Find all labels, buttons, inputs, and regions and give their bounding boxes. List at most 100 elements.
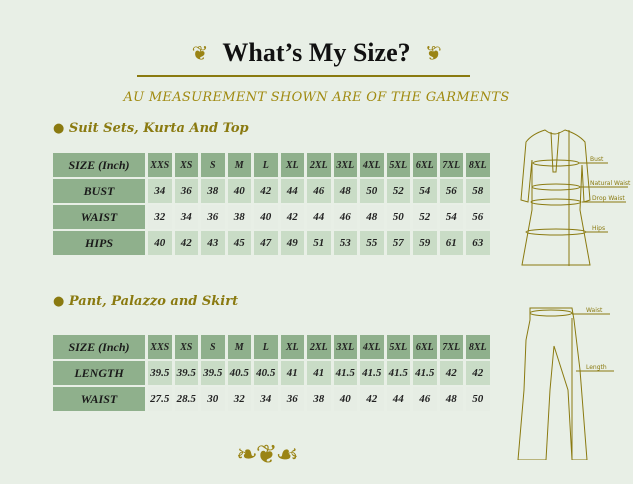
- size-header: L: [254, 153, 278, 177]
- table-cell: 32: [227, 387, 251, 411]
- table-row: WAIST 32 34 36 38 40 42 44 46 48 50 52 54 56: [53, 205, 490, 229]
- table-cell: 41: [307, 361, 331, 385]
- table-cell: 40.5: [254, 361, 278, 385]
- table-cell: 36: [174, 179, 198, 203]
- row-label: WAIST: [53, 387, 145, 411]
- title-bar: ❦ What’s My Size? ❦: [0, 38, 633, 68]
- table-cell: 56: [466, 205, 490, 229]
- table-cell: 57: [386, 231, 410, 255]
- size-header: XXS: [148, 153, 172, 177]
- label-waist: Waist: [586, 307, 603, 314]
- label-natural-waist: Natural Waist: [590, 180, 631, 187]
- table-cell: 46: [333, 205, 357, 229]
- size-header: 5XL: [386, 335, 410, 359]
- size-header: S: [201, 335, 225, 359]
- table-cell: 44: [307, 205, 331, 229]
- row-label: LENGTH: [53, 361, 145, 385]
- label-drop-waist: Drop Waist: [592, 195, 625, 202]
- table-cell: 50: [466, 387, 490, 411]
- size-header: S: [201, 153, 225, 177]
- table-cell: 39.5: [148, 361, 172, 385]
- size-header: 3XL: [333, 335, 357, 359]
- table-cell: 59: [413, 231, 437, 255]
- table-cell: 41.5: [386, 361, 410, 385]
- size-header: 7XL: [439, 335, 463, 359]
- table-cell: 42: [174, 231, 198, 255]
- size-header: 4XL: [360, 153, 384, 177]
- table-cell: 39.5: [174, 361, 198, 385]
- page-title: What’s My Size?: [222, 38, 411, 67]
- table-cell: 51: [307, 231, 331, 255]
- header-label: SIZE (Inch): [53, 335, 145, 359]
- table-cell: 52: [413, 205, 437, 229]
- size-header: XL: [280, 153, 304, 177]
- table-cell: 61: [439, 231, 463, 255]
- table-cell: 34: [254, 387, 278, 411]
- size-header: 8XL: [466, 335, 490, 359]
- table-cell: 50: [360, 179, 384, 203]
- table-row: WAIST 27.5 28.5 30 32 34 36 38 40 42 44 46 48 50: [53, 387, 490, 411]
- table-cell: 42: [466, 361, 490, 385]
- row-label: BUST: [53, 179, 145, 203]
- table-cell: 52: [386, 179, 410, 203]
- table-cell: 30: [201, 387, 225, 411]
- size-header: 3XL: [333, 153, 357, 177]
- table-cell: 36: [280, 387, 304, 411]
- table-row: LENGTH 39.5 39.5 39.5 40.5 40.5 41 41 41.5 41.5 41…: [53, 361, 490, 385]
- table-cell: 42: [254, 179, 278, 203]
- size-table-kurta: SIZE (Inch) XXS XS S M L XL 2XL 3XL 4XL 5XL 6XL 7XL 8…: [50, 151, 493, 257]
- size-table-pant: SIZE (Inch) XXS XS S M L XL 2XL 3XL 4XL 5XL 6XL 7XL 8…: [50, 333, 493, 413]
- table-cell: 48: [360, 205, 384, 229]
- table-cell: 42: [280, 205, 304, 229]
- size-header: 7XL: [439, 153, 463, 177]
- size-header: XS: [174, 153, 198, 177]
- table-cell: 44: [386, 387, 410, 411]
- garment-diagrams: Bust Natural Waist Drop Waist Hips Waist…: [517, 129, 631, 460]
- row-label: WAIST: [53, 205, 145, 229]
- flourish-left-icon: ❦: [191, 41, 209, 65]
- table-cell: 43: [201, 231, 225, 255]
- table-cell: 27.5: [148, 387, 172, 411]
- size-header: XXS: [148, 335, 172, 359]
- label-hips: Hips: [592, 225, 605, 232]
- table-cell: 53: [333, 231, 357, 255]
- table-header-row: SIZE (Inch) XXS XS S M L XL 2XL 3XL 4XL 5XL 6XL 7XL 8…: [53, 335, 490, 359]
- table-cell: 34: [174, 205, 198, 229]
- table-cell: 40: [254, 205, 278, 229]
- table-cell: 50: [386, 205, 410, 229]
- table-cell: 39.5: [201, 361, 225, 385]
- table-cell: 54: [413, 179, 437, 203]
- header-label: SIZE (Inch): [53, 153, 145, 177]
- table-cell: 41.5: [413, 361, 437, 385]
- table-header-row: SIZE (Inch) XXS XS S M L XL 2XL 3XL 4XL 5XL 6XL 7XL 8…: [53, 153, 490, 177]
- size-header: M: [227, 335, 251, 359]
- pant-outline: [517, 307, 588, 460]
- bottom-flourish-icon: ❧❦☙: [236, 440, 299, 470]
- table-cell: 48: [333, 179, 357, 203]
- table-cell: 41: [280, 361, 304, 385]
- table-cell: 41.5: [360, 361, 384, 385]
- table-cell: 38: [227, 205, 251, 229]
- table-row: HIPS 40 42 43 45 47 49 51 53 55 57 59 61 63: [53, 231, 490, 255]
- title-divider: [137, 75, 470, 77]
- table-cell: 46: [413, 387, 437, 411]
- size-header: 2XL: [307, 335, 331, 359]
- table-cell: 63: [466, 231, 490, 255]
- label-length: Length: [586, 364, 607, 371]
- size-header: 2XL: [307, 153, 331, 177]
- table-row: BUST 34 36 38 40 42 44 46 48 50 52 54 56 58: [53, 179, 490, 203]
- size-header: 6XL: [413, 153, 437, 177]
- table-cell: 44: [280, 179, 304, 203]
- table-cell: 54: [439, 205, 463, 229]
- table-cell: 40: [333, 387, 357, 411]
- label-bust: Bust: [590, 156, 604, 163]
- table-cell: 32: [148, 205, 172, 229]
- size-header: 8XL: [466, 153, 490, 177]
- table-cell: 55: [360, 231, 384, 255]
- table-cell: 41.5: [333, 361, 357, 385]
- table-cell: 48: [439, 387, 463, 411]
- table-cell: 28.5: [174, 387, 198, 411]
- section-heading-kurta: ● Suit Sets, Kurta And Top: [53, 121, 249, 136]
- size-header: 6XL: [413, 335, 437, 359]
- table-cell: 38: [307, 387, 331, 411]
